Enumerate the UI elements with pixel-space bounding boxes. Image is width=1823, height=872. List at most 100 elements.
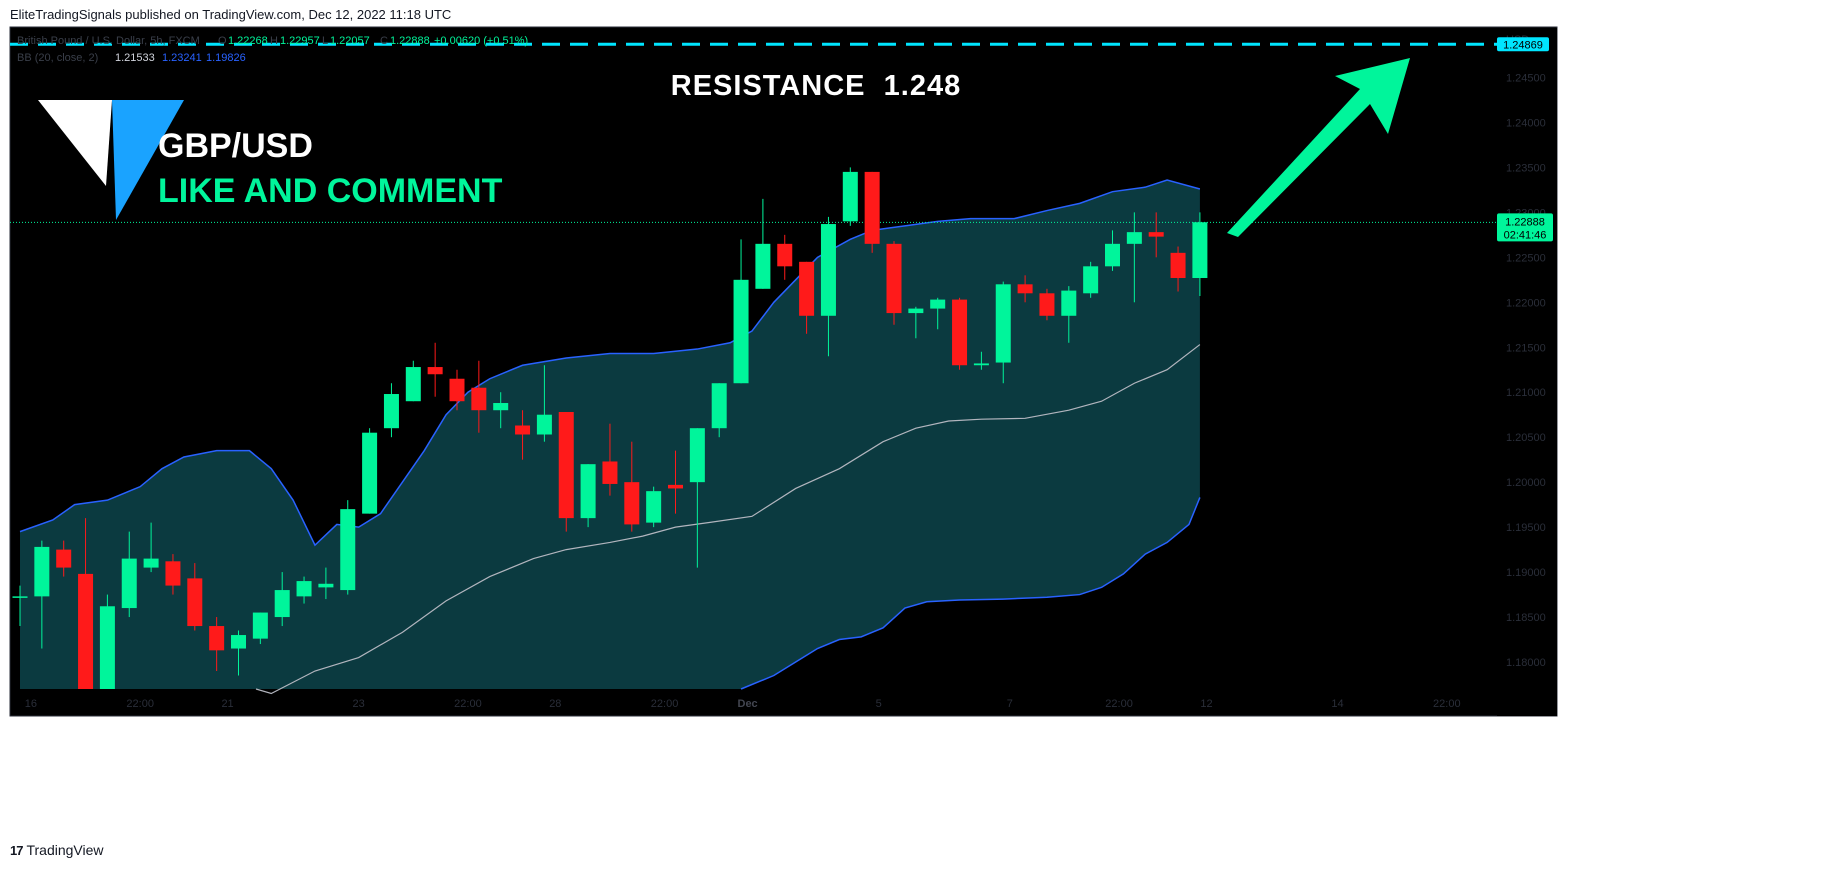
bollinger-basis-line [255, 344, 1201, 695]
candle [886, 241, 902, 325]
candle-body [908, 308, 924, 314]
high-label: H [270, 35, 278, 47]
candle [995, 281, 1011, 384]
candle [231, 630, 246, 676]
candle-body [602, 461, 618, 484]
candle [799, 261, 815, 334]
candle [1105, 230, 1120, 271]
x-tick-label: 22:00 [651, 698, 679, 710]
candle [952, 297, 968, 370]
indicator-name: BB (20, close, 2) [17, 52, 98, 64]
candle [1017, 275, 1033, 303]
x-tick-label: 23 [353, 698, 365, 710]
candle-body [689, 428, 705, 483]
y-tick-label: 1.18500 [1506, 612, 1546, 624]
candle-body [340, 509, 356, 591]
resistance-price-tag: 1.24869 [1497, 37, 1549, 52]
low-label: L [322, 35, 328, 47]
candle-body [231, 635, 246, 649]
candle-body [78, 573, 94, 689]
candle [405, 360, 421, 402]
y-tick-label: 1.21000 [1506, 387, 1546, 399]
change-value: +0.00620 (+0.51%) [434, 35, 528, 47]
candle-body [558, 412, 574, 519]
candle-body [930, 299, 946, 309]
candle [1061, 286, 1077, 343]
candles [12, 167, 1208, 689]
symbol-legend[interactable]: British Pound / U.S. Dollar, 5h, FXCM O … [17, 35, 528, 47]
candle-body [952, 299, 968, 366]
indicator-legend[interactable]: BB (20, close, 2) 1.21533 1.23241 1.1982… [17, 52, 246, 64]
candle-body [449, 378, 465, 402]
candle-body [493, 403, 509, 411]
candle [864, 171, 880, 253]
candle-body [733, 279, 749, 384]
x-tick-label: 22:00 [1433, 698, 1461, 710]
resistance-annotation: RESISTANCE 1.248 [671, 70, 961, 102]
x-tick-label: 12 [1200, 698, 1212, 710]
candle-body [668, 484, 683, 489]
candle [580, 464, 596, 528]
candle-body [1083, 266, 1099, 294]
open-label: O [218, 35, 227, 47]
candle-body [646, 491, 662, 523]
candle [973, 351, 989, 370]
publish-header: EliteTradingSignals published on Trading… [10, 7, 452, 22]
candle-body [296, 581, 312, 597]
y-tick-label: 1.24000 [1506, 117, 1546, 129]
candle [908, 306, 924, 339]
candle [733, 239, 749, 384]
y-tick-label: 1.19000 [1506, 567, 1546, 579]
last-price-tag: 1.22888 02:41:46 [1497, 213, 1553, 242]
candle [362, 428, 378, 514]
candle-body [711, 383, 727, 429]
bullish-arrow-icon [1227, 58, 1410, 237]
candle [274, 572, 290, 627]
candle-body [165, 561, 181, 586]
y-axis-ticks: 1.245001.240001.235001.230001.225001.220… [1506, 72, 1546, 669]
candle [646, 486, 662, 528]
candle-body [187, 578, 203, 627]
price-axis[interactable] [1497, 28, 1557, 716]
candle [318, 567, 334, 600]
pair-annotation: GBP/USD [158, 127, 313, 165]
y-tick-label: 1.19500 [1506, 522, 1546, 534]
x-tick-label: 22:00 [454, 698, 482, 710]
countdown-text: 02:41:46 [1504, 229, 1547, 241]
candle [624, 441, 640, 532]
candle-body [755, 243, 771, 289]
candle-body [56, 549, 72, 568]
candle [842, 167, 858, 226]
candle-body [318, 583, 334, 588]
candle [471, 360, 487, 433]
candle-body [973, 363, 989, 366]
candle [121, 531, 137, 618]
footer: 17 TradingView [10, 842, 104, 858]
tradingview-logo-icon: 17 [10, 842, 24, 858]
tradingview-brand: TradingView [26, 842, 104, 858]
candle-body [777, 243, 793, 267]
y-tick-label: 1.24500 [1506, 72, 1546, 84]
candle [777, 234, 793, 280]
candle [493, 392, 509, 429]
candle-body [1126, 232, 1142, 244]
candle-body [995, 284, 1011, 363]
candle [536, 365, 552, 442]
candle [187, 563, 203, 631]
candle-body [427, 367, 443, 375]
candle-body [471, 387, 487, 411]
y-tick-label: 1.21500 [1506, 342, 1546, 354]
candle [165, 554, 181, 595]
last-price-text: 1.22888 [1505, 216, 1545, 228]
candle [515, 410, 531, 460]
candle-body [820, 224, 836, 316]
candle-body [362, 432, 378, 514]
candle-body [1105, 243, 1120, 267]
close-value: 1.22888 [390, 35, 430, 47]
symbol-name: British Pound / U.S. Dollar, 5h, FXCM [17, 35, 200, 47]
candle [143, 522, 159, 573]
candle-body [383, 394, 399, 429]
x-tick-label: 28 [549, 698, 561, 710]
candle [34, 540, 50, 649]
